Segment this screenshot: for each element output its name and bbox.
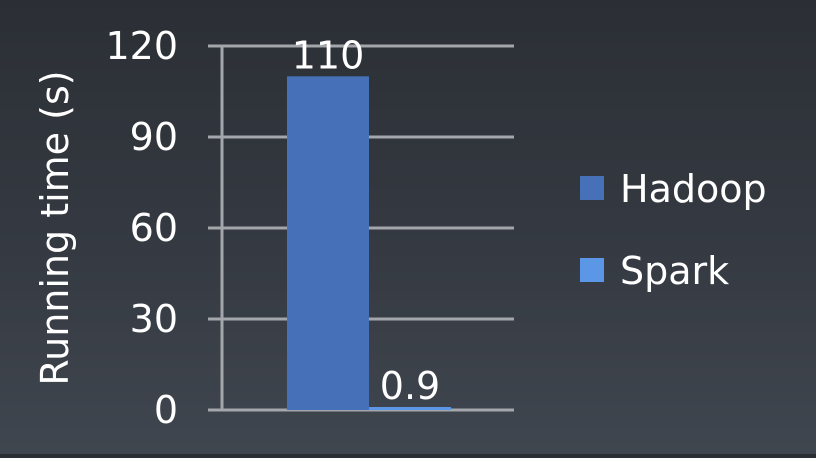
y-tick-label: 60	[130, 206, 178, 250]
bar-hadoop	[287, 76, 369, 410]
y-tick-label: 30	[130, 297, 178, 341]
bars	[287, 76, 451, 410]
legend-swatch-hadoop	[580, 176, 604, 200]
legend-label-spark: Spark	[620, 249, 729, 293]
data-label-hadoop: 110	[292, 33, 365, 77]
y-axis-label: Running time (s)	[33, 70, 77, 385]
y-tick-label: 120	[105, 24, 178, 68]
data-labels: 110 0.9	[292, 33, 440, 408]
data-label-spark: 0.9	[380, 364, 440, 408]
bar-spark	[369, 407, 451, 410]
y-axis: 0 30 60 90 120	[105, 24, 224, 432]
legend-label-hadoop: Hadoop	[620, 167, 767, 211]
legend-swatch-spark	[580, 258, 604, 282]
y-tick-label: 90	[130, 115, 178, 159]
legend: Hadoop Spark	[580, 167, 767, 293]
y-tick-label: 0	[154, 388, 178, 432]
